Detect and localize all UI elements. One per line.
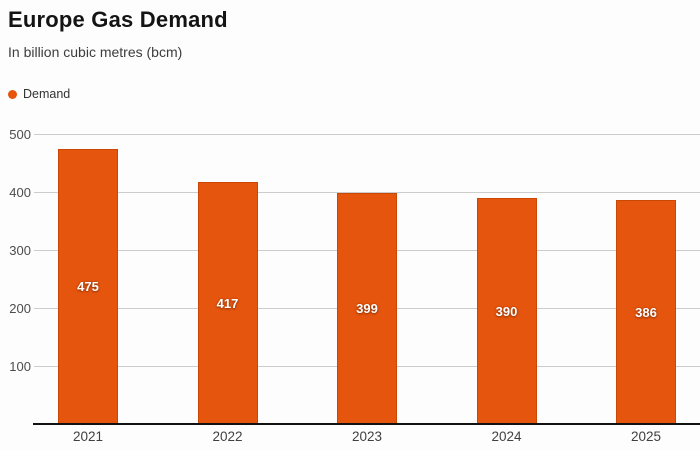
bar-value-label-2025: 386 — [635, 305, 657, 321]
x-axis-label-2025: 2025 — [630, 429, 662, 444]
chart-subtitle: In billion cubic metres (bcm) — [8, 44, 183, 60]
x-axis-label-2024: 2024 — [491, 429, 522, 444]
bar-2022 — [197, 182, 258, 424]
bar-value-label-2023: 399 — [356, 301, 378, 317]
legend-marker-dot-icon — [8, 89, 17, 99]
bar-value-label-2021: 475 — [77, 279, 99, 295]
bar-2025 — [616, 200, 676, 424]
y-axis-label-300: 300 — [9, 242, 31, 258]
gridline-400 — [34, 191, 700, 193]
bar-2024 — [476, 197, 537, 424]
bar-value-label-2024: 390 — [495, 303, 518, 319]
legend: Demand — [8, 87, 70, 101]
x-axis-line — [33, 423, 700, 425]
chart-title: Europe Gas Demand — [8, 7, 228, 32]
bar-2021 — [58, 148, 118, 424]
bar-2023 — [337, 192, 397, 424]
legend-label: Demand — [23, 87, 71, 101]
bar-value-label-2022: 417 — [216, 296, 239, 312]
y-axis-label-200: 200 — [9, 300, 31, 316]
x-axis-label-2021: 2021 — [72, 429, 104, 444]
x-axis-label-2022: 2022 — [212, 429, 243, 444]
x-axis-label-2023: 2023 — [351, 429, 383, 444]
y-axis-label-500: 500 — [9, 126, 31, 142]
y-axis-label-100: 100 — [9, 358, 31, 374]
gridline-500 — [34, 133, 700, 135]
y-axis-label-400: 400 — [9, 184, 31, 200]
